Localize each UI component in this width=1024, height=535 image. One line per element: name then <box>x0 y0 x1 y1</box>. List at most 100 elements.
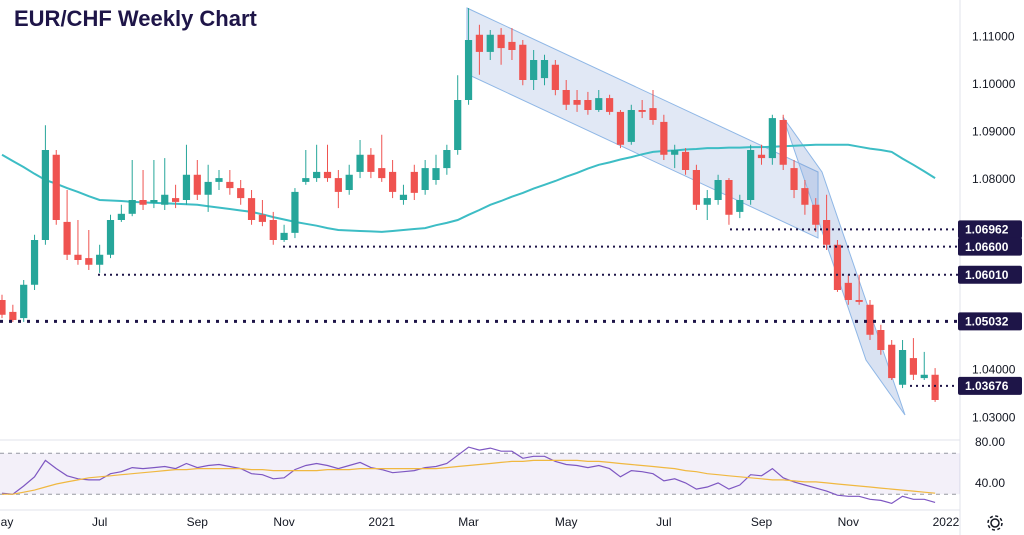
y-tick-label: 1.04000 <box>972 363 1016 377</box>
chart-title: EUR/CHF Weekly Chart <box>14 6 258 31</box>
level-badge <box>958 376 1022 395</box>
candle-body <box>920 374 928 379</box>
candle-body <box>313 171 321 179</box>
x-tick-label: Jul <box>92 515 107 529</box>
candle-body <box>63 221 71 255</box>
candle-body <box>85 258 93 265</box>
candle-body <box>389 171 397 192</box>
candle-body <box>96 254 104 265</box>
y-tick-label: 1.09000 <box>972 125 1016 139</box>
candle-body <box>616 111 625 145</box>
level-badge <box>958 237 1022 256</box>
settings-icon[interactable] <box>987 515 1003 531</box>
candle-body <box>475 34 483 52</box>
candle-body <box>530 60 538 80</box>
candle-body <box>399 194 408 200</box>
level-badge <box>958 220 1022 239</box>
candle-body <box>757 154 766 159</box>
level-label: 1.06010 <box>965 268 1009 282</box>
candle-body <box>888 344 896 379</box>
candle-body <box>128 200 136 214</box>
candle-body <box>747 150 755 200</box>
candle-body <box>30 240 39 285</box>
candle-body <box>334 178 342 192</box>
candle-body <box>20 284 28 319</box>
indicator-line <box>1 446 936 505</box>
candle-body <box>226 181 234 189</box>
rsi-band <box>0 453 960 495</box>
x-tick-label: Nov <box>838 515 859 529</box>
candle-body <box>855 300 863 302</box>
candle-body <box>247 198 256 220</box>
candle-body <box>410 171 418 193</box>
candle-body <box>486 34 494 52</box>
level-label: 1.06962 <box>965 223 1009 237</box>
candle-body <box>378 168 386 179</box>
candle-body <box>0 300 6 315</box>
x-tick-label: Nov <box>273 515 294 529</box>
x-tick-label: May <box>555 515 578 529</box>
y-tick-label: 40.00 <box>975 476 1005 490</box>
candle-body <box>508 41 516 50</box>
candle-body <box>291 191 299 233</box>
candle-body <box>41 150 49 240</box>
candle-body <box>649 108 657 120</box>
candle-body <box>454 100 462 150</box>
candle-body <box>768 118 776 159</box>
x-tick-label: Sep <box>187 515 209 529</box>
candle-body <box>812 204 820 225</box>
candle-body <box>323 171 332 179</box>
candle-body <box>161 194 169 205</box>
candle-body <box>302 178 310 182</box>
candle-body <box>150 200 158 203</box>
candle-body <box>877 330 885 350</box>
x-tick-label: 2021 <box>368 515 395 529</box>
candle-body <box>823 220 831 245</box>
candle-body <box>909 358 917 375</box>
candle-body <box>215 178 223 182</box>
indicator-line <box>2 459 936 495</box>
candle-body <box>573 100 581 105</box>
candle-body <box>931 374 939 400</box>
candle-body <box>139 200 147 205</box>
candle-body <box>692 170 700 205</box>
candle-body <box>638 110 646 112</box>
x-tick-label: Mar <box>458 515 479 529</box>
candle-body <box>801 188 809 205</box>
candle-body <box>671 150 679 155</box>
candle-body <box>52 154 60 220</box>
candle-body <box>519 44 527 80</box>
candle-body <box>269 220 277 240</box>
candle-body <box>779 120 787 165</box>
candle-body <box>117 213 125 220</box>
candle-body <box>584 100 592 110</box>
candle-body <box>464 40 473 100</box>
candle-body <box>280 232 288 240</box>
level-badge <box>958 265 1022 284</box>
level-badge <box>958 312 1022 331</box>
candle-body <box>204 181 212 195</box>
x-tick-label: Jul <box>656 515 671 529</box>
y-tick-label: 1.10000 <box>972 77 1016 91</box>
candle-body <box>421 168 429 190</box>
y-tick-label: 1.03000 <box>972 410 1016 424</box>
level-label: 1.06600 <box>965 240 1009 254</box>
candle-body <box>606 98 614 112</box>
candle-body <box>595 98 603 110</box>
candle-body <box>74 254 82 260</box>
x-tick-label: May <box>0 515 13 529</box>
candle-body <box>432 168 440 180</box>
candle-body <box>703 198 711 205</box>
candle-body <box>833 244 842 290</box>
candle-body <box>182 174 191 200</box>
candle-body <box>443 150 451 169</box>
candle-body <box>627 110 635 142</box>
candle-body <box>562 90 570 105</box>
candle-body <box>540 60 549 79</box>
y-tick-label: 80.00 <box>975 435 1005 449</box>
candle-body <box>660 121 668 155</box>
candle-body <box>725 180 733 215</box>
